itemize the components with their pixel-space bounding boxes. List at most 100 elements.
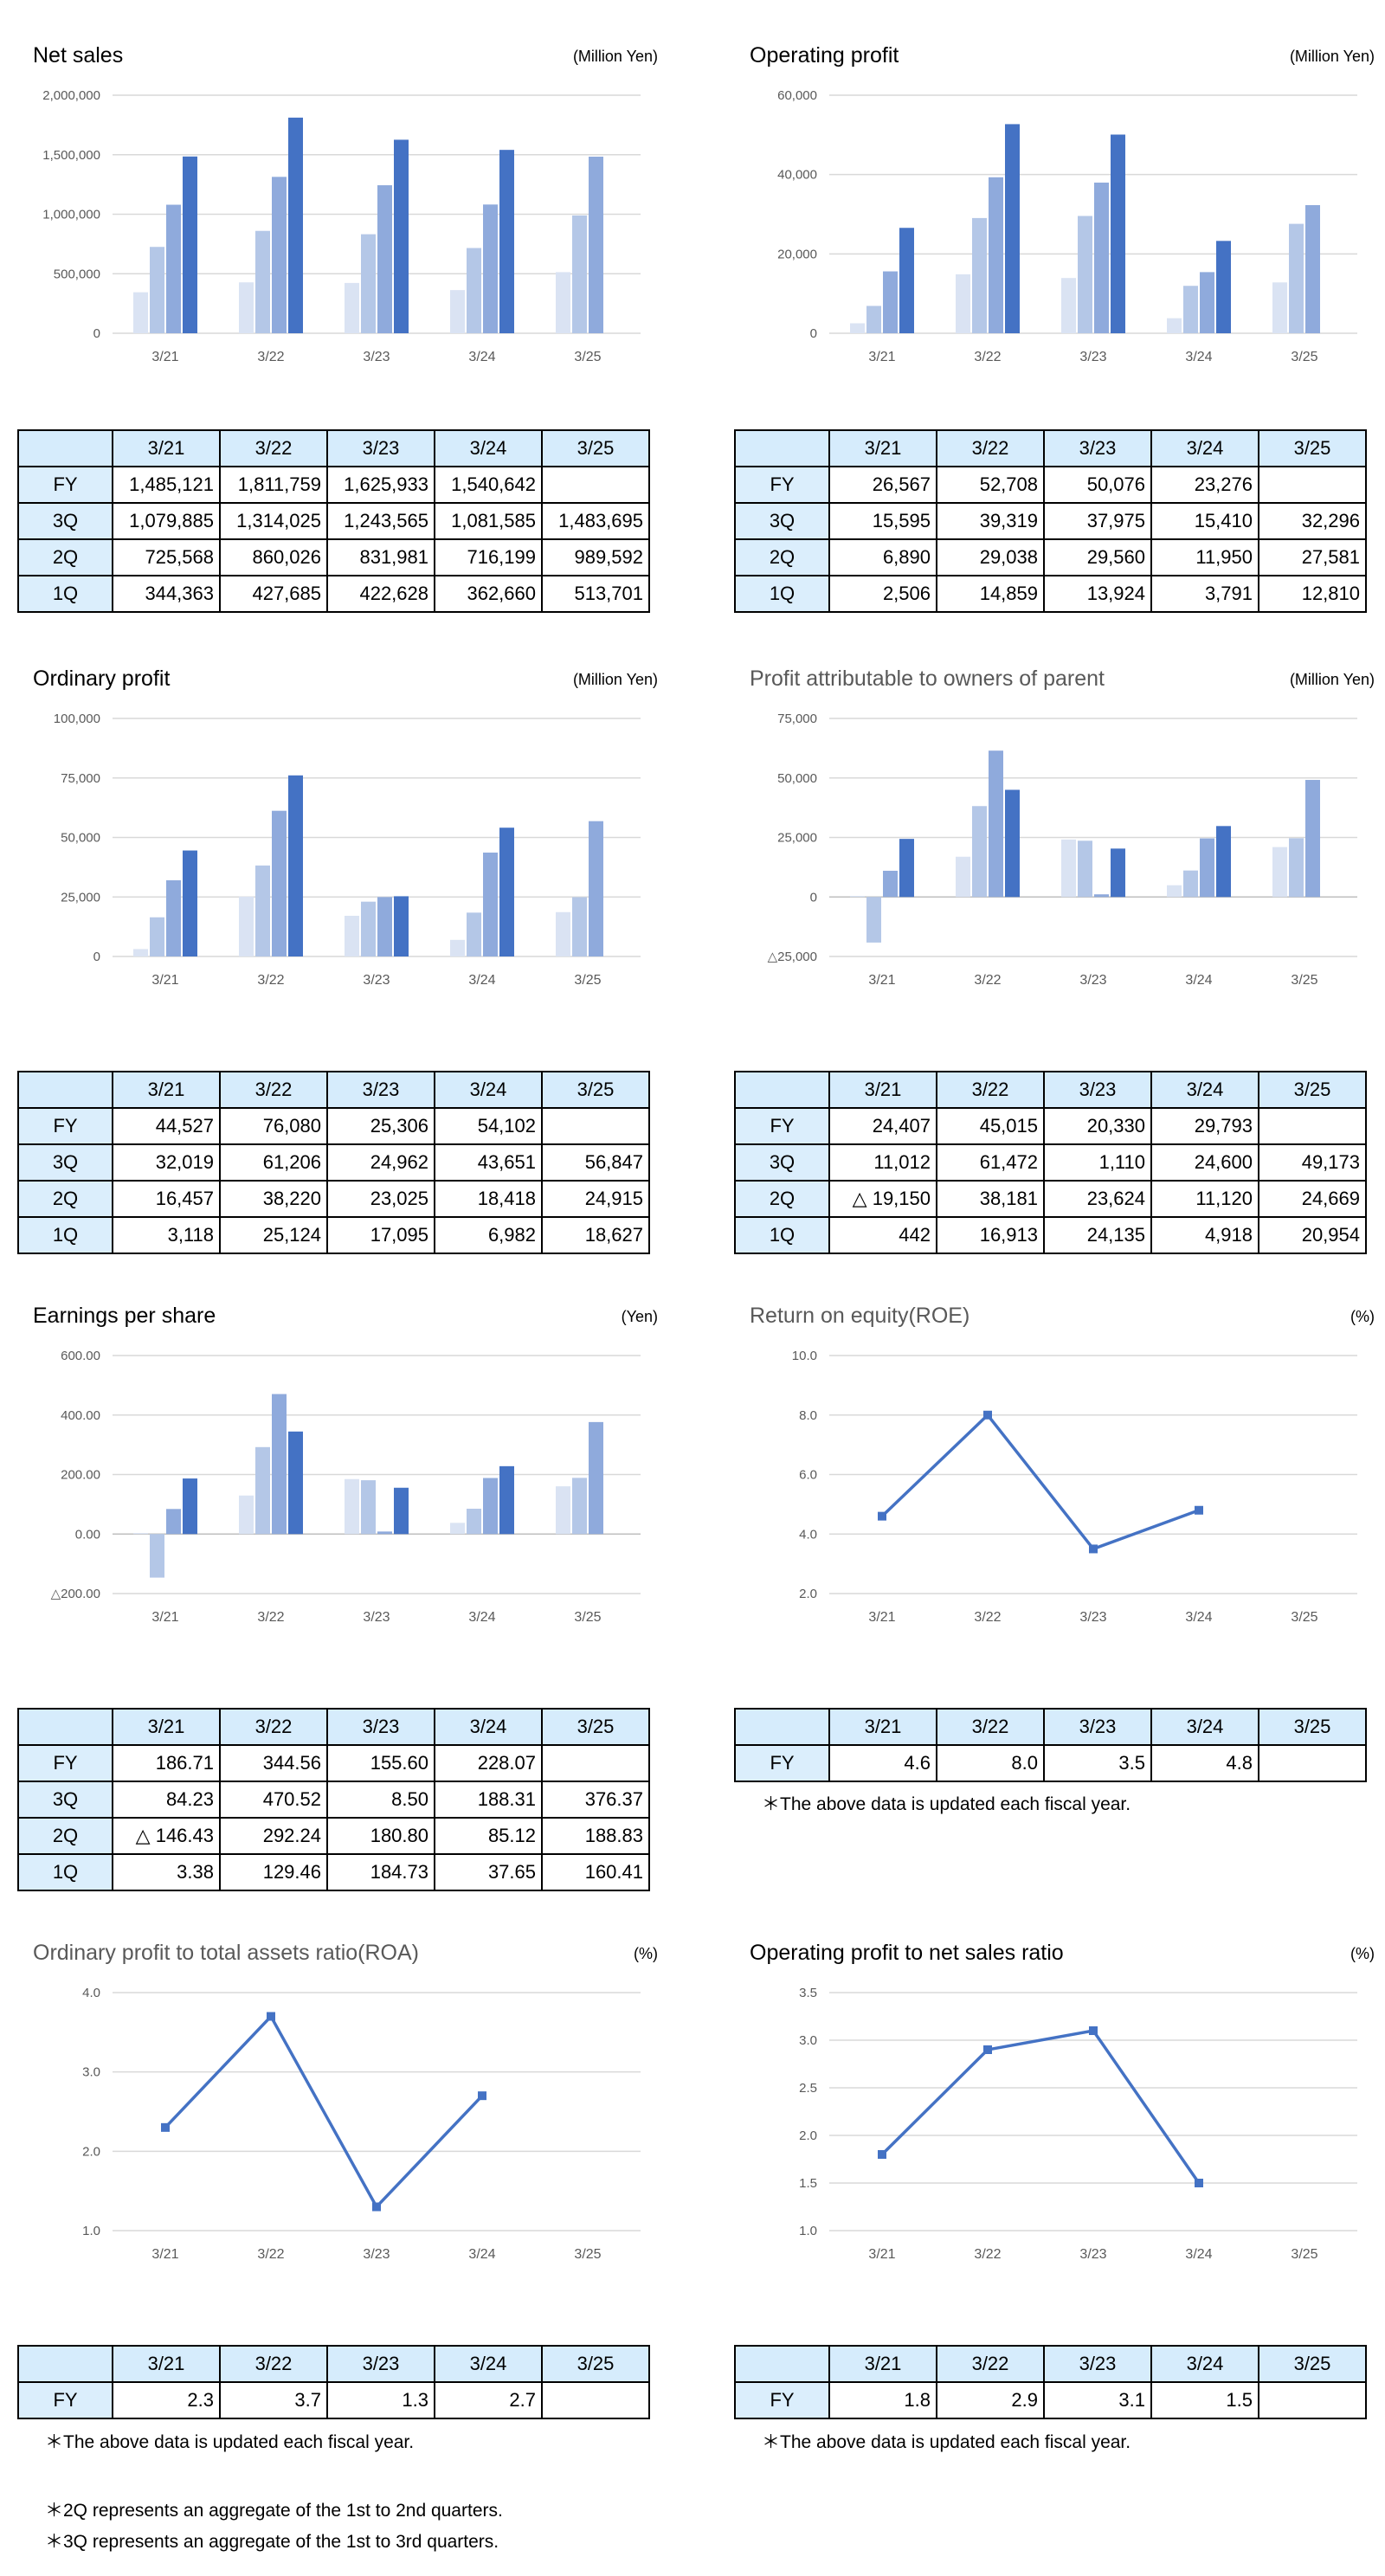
table-cell: 180.80 [326, 1817, 435, 1855]
x-tick-label: 3/23 [363, 350, 390, 364]
table-cell: 470.52 [219, 1781, 328, 1819]
bar-2Q-3/24 [467, 248, 481, 333]
table-column-header: 3/24 [1150, 1708, 1259, 1746]
table-column-header: 3/22 [936, 429, 1045, 467]
table-header-row: 3/21 3/22 3/23 3/24 3/25 [734, 2345, 1367, 2383]
x-tick-label: 3/24 [468, 973, 495, 988]
bar-1Q-3/22 [239, 282, 254, 333]
roe-note: ＊The above data is updated each fiscal y… [762, 1794, 1131, 1814]
x-tick-label: 3/25 [574, 1610, 601, 1625]
table-cell: 344,363 [112, 575, 221, 613]
x-tick-label: 3/24 [468, 1610, 495, 1625]
x-tick-label: 3/24 [1185, 2247, 1212, 2262]
table-cell: 38,181 [936, 1180, 1045, 1218]
net-sales-chart-svg: 0 500,000 1,000,000 1,500,000 2,000,000 3/21 3… [42, 88, 641, 364]
y-tick-label: 500,000 [54, 267, 100, 281]
table-row: 3Q 15,595 39,319 37,975 15,410 32,296 [734, 502, 1367, 540]
roa-panel: Ordinary profit to total assets ratio(RO… [17, 1897, 675, 2278]
point-3/23 [1089, 1544, 1098, 1554]
bar-1Q-3/22 [239, 896, 254, 956]
roa-chart: Ordinary profit to total assets ratio(RO… [17, 1897, 675, 2278]
table-cell: 344.56 [219, 1744, 328, 1782]
net-sales-panel: Net sales (Million Yen) 0 500,000 1,000,00… [17, 0, 675, 381]
table-cell: 725,568 [112, 538, 221, 576]
net-sales-unit: (Million Yen) [572, 48, 658, 65]
bar-1Q-3/25 [556, 272, 570, 333]
table-cell: 45,015 [936, 1107, 1045, 1145]
roa-unit: (%) [634, 1945, 658, 1962]
eps-panel: Earnings per share (Yen) △200.00 0.00 200.… [17, 1260, 675, 1641]
x-tick-label: 3/22 [974, 973, 1001, 988]
bar-2Q-3/24 [1183, 870, 1198, 898]
bar-FY-3/21 [899, 839, 914, 898]
table-column-header: 3/25 [541, 1708, 650, 1746]
table-row-header: 2Q [17, 1817, 113, 1855]
point-3/21 [878, 1511, 886, 1521]
point-3/23 [372, 2202, 381, 2212]
table-cell: 6,890 [828, 538, 937, 576]
series-line-FY [880, 1413, 1200, 1551]
table-cell: 188.31 [434, 1781, 543, 1819]
table-row-header: 1Q [17, 1853, 113, 1891]
table-cell: 11,950 [1150, 538, 1259, 576]
table-row-header: FY [734, 1107, 830, 1145]
bar-1Q-3/23 [345, 1478, 359, 1535]
table-column-header: 3/21 [112, 429, 221, 467]
table-row-header: 3Q [17, 1781, 113, 1819]
table-cell: 13,924 [1043, 575, 1152, 613]
table-cell: 1,314,025 [219, 502, 328, 540]
point-3/24 [478, 2091, 486, 2101]
table-row: FY 1.8 2.9 3.1 1.5 [734, 2381, 1367, 2419]
table-column-header: 3/23 [326, 2345, 435, 2383]
table-cell: 4.8 [1150, 1744, 1259, 1782]
table-cell: 85.12 [434, 1817, 543, 1855]
table-cell: 24,600 [1150, 1143, 1259, 1182]
table-cell: 1,811,759 [219, 466, 328, 504]
table-cell: 513,701 [541, 575, 650, 613]
y-tick-label: 50,000 [777, 771, 817, 786]
x-tick-label: 3/23 [363, 973, 390, 988]
table-header-row: 3/21 3/22 3/23 3/24 3/25 [734, 429, 1367, 467]
bar-3Q-3/25 [1305, 204, 1320, 333]
table-cell: 160.41 [541, 1853, 650, 1891]
y-tick-label: 2,000,000 [42, 88, 100, 103]
bar-3Q-3/24 [1200, 272, 1214, 333]
table-column-header: 3/21 [828, 2345, 937, 2383]
bar-FY-3/22 [288, 775, 303, 956]
table-row-header: FY [17, 466, 113, 504]
table-cell: 23,276 [1150, 466, 1259, 504]
x-tick-label: 3/24 [468, 2247, 495, 2262]
table-column-header: 3/21 [112, 1708, 221, 1746]
table-cell: 54,102 [434, 1107, 543, 1145]
table-column-header: 3/24 [434, 1071, 543, 1109]
table-column-header: 3/25 [1258, 1071, 1367, 1109]
bar-1Q-3/22 [956, 274, 970, 333]
table-cell: 155.60 [326, 1744, 435, 1782]
table-row: 3Q 32,019 61,206 24,962 43,651 56,847 [17, 1143, 650, 1182]
bar-FY-3/22 [1005, 124, 1020, 333]
table-cell: 4,918 [1150, 1216, 1259, 1254]
bar-2Q-3/21 [866, 897, 881, 943]
bar-2Q-3/22 [255, 230, 270, 333]
table-cell: 422,628 [326, 575, 435, 613]
table-row: 3Q 84.23 470.52 8.50 188.31 376.37 [17, 1781, 650, 1819]
x-tick-label: 3/22 [257, 350, 284, 364]
table-cell: 8.50 [326, 1781, 435, 1819]
bar-FY-3/23 [394, 1487, 409, 1535]
table-cell [1258, 1107, 1367, 1145]
table-row-header: 3Q [734, 502, 830, 540]
bar-2Q-3/23 [1078, 216, 1092, 333]
table-cell: 1,483,695 [541, 502, 650, 540]
bar-2Q-3/25 [572, 215, 587, 333]
x-tick-label: 3/24 [1185, 973, 1212, 988]
table-row: 1Q 3.38 129.46 184.73 37.65 160.41 [17, 1853, 650, 1891]
table-column-header: 3/24 [434, 2345, 543, 2383]
operating-profit-unit: (Million Yen) [1289, 48, 1375, 65]
table-row-header: FY [17, 2381, 113, 2419]
x-tick-label: 3/25 [1291, 2247, 1317, 2262]
eps-unit: (Yen) [621, 1308, 658, 1325]
table-cell: 14,859 [936, 575, 1045, 613]
series-line-FY [880, 2029, 1201, 2184]
profit-parent-chart-svg: △25,000 0 25,000 50,000 75,000 3/21 3/22 3/23 3/… [768, 712, 1357, 988]
